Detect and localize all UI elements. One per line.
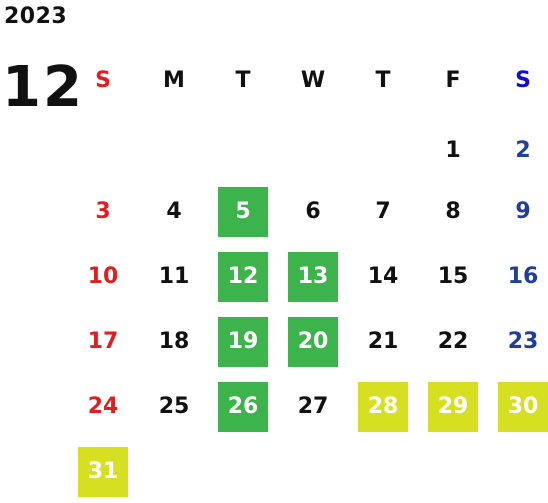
day-cell[interactable]: 1	[445, 138, 461, 163]
day-cell[interactable]: 4	[166, 199, 182, 224]
day-cell[interactable]: 22	[437, 329, 469, 354]
day-cell[interactable]: 8	[445, 199, 461, 224]
day-cell[interactable]: 11	[158, 264, 190, 289]
weekday-header: T	[375, 68, 391, 93]
weekday-header: M	[163, 68, 185, 93]
day-cell[interactable]: 23	[507, 329, 539, 354]
day-cell[interactable]: 6	[305, 199, 321, 224]
day-cell[interactable]: 25	[158, 394, 190, 419]
day-cell[interactable]: 2	[515, 138, 531, 163]
day-cell-highlight-yellow[interactable]: 31	[78, 447, 128, 497]
day-cell[interactable]: 15	[437, 264, 469, 289]
day-cell[interactable]: 27	[297, 394, 329, 419]
weekday-header: T	[235, 68, 251, 93]
weekday-header: S	[95, 68, 111, 93]
day-cell-highlight-yellow[interactable]: 29	[428, 382, 478, 432]
day-cell[interactable]: 9	[515, 199, 531, 224]
day-cell-highlight-green[interactable]: 19	[218, 317, 268, 367]
day-cell-highlight-green[interactable]: 12	[218, 252, 268, 302]
weekday-header: S	[515, 68, 531, 93]
weekday-header: F	[445, 68, 461, 93]
day-cell-highlight-green[interactable]: 13	[288, 252, 338, 302]
day-cell[interactable]: 16	[507, 264, 539, 289]
day-cell[interactable]: 10	[87, 264, 119, 289]
day-cell-highlight-green[interactable]: 20	[288, 317, 338, 367]
day-cell[interactable]: 7	[375, 199, 391, 224]
year-label: 2023	[4, 4, 68, 29]
day-cell-highlight-green[interactable]: 5	[218, 187, 268, 237]
month-label: 12	[2, 55, 84, 120]
day-cell[interactable]: 24	[87, 394, 119, 419]
day-cell[interactable]: 21	[367, 329, 399, 354]
day-cell-highlight-yellow[interactable]: 28	[358, 382, 408, 432]
day-cell[interactable]: 18	[158, 329, 190, 354]
day-cell-highlight-green[interactable]: 26	[218, 382, 268, 432]
weekday-header: W	[300, 68, 326, 93]
day-cell-highlight-yellow[interactable]: 30	[498, 382, 548, 432]
day-cell[interactable]: 17	[87, 329, 119, 354]
day-cell[interactable]: 14	[367, 264, 399, 289]
day-cell[interactable]: 3	[95, 199, 111, 224]
